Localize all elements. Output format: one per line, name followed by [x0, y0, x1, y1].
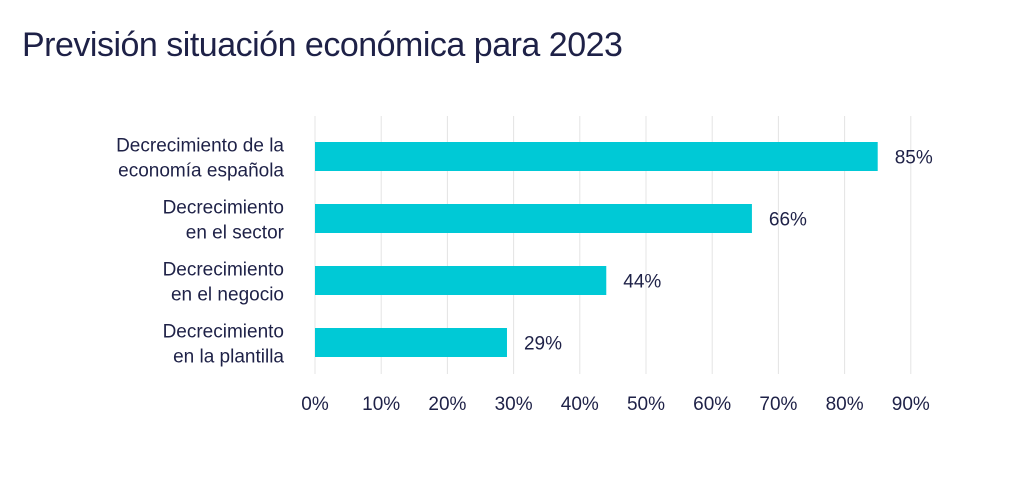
category-label: Decrecimiento en el negocio: [163, 260, 284, 306]
x-tick-label: 60%: [693, 394, 731, 415]
x-tick-label: 20%: [428, 394, 466, 415]
category-label-line: Decrecimiento de la: [116, 136, 284, 157]
category-label-line: Decrecimiento: [163, 322, 284, 343]
category-label: Decrecimiento en el sector: [163, 198, 285, 244]
category-label: Decrecimiento en la plantilla: [163, 322, 285, 368]
x-axis-ticks: 0% 10% 20% 30% 40% 50% 60% 70% 80% 90%: [301, 394, 930, 415]
value-labels: 85% 66% 44% 29%: [524, 148, 933, 355]
x-tick-label: 70%: [759, 394, 797, 415]
chart-title: Previsión situación económica para 2023: [22, 26, 623, 64]
value-label: 85%: [895, 148, 933, 169]
bar: [315, 328, 507, 357]
value-label: 66%: [769, 210, 807, 231]
x-tick-label: 10%: [362, 394, 400, 415]
category-label-line: en el sector: [186, 223, 285, 244]
x-tick-label: 30%: [495, 394, 533, 415]
bars: [315, 142, 878, 357]
category-label-line: Decrecimiento: [163, 260, 284, 281]
bar: [315, 142, 878, 171]
bar: [315, 266, 607, 295]
x-tick-label: 40%: [561, 394, 599, 415]
x-tick-label: 0%: [301, 394, 329, 415]
value-label: 29%: [524, 334, 562, 355]
category-label: Decrecimiento de la economía española: [116, 136, 284, 182]
x-tick-label: 80%: [826, 394, 864, 415]
x-tick-label: 90%: [892, 394, 930, 415]
category-label-line: en la plantilla: [173, 347, 284, 368]
category-label-line: economía española: [118, 161, 284, 182]
category-label-line: Decrecimiento: [163, 198, 284, 219]
value-label: 44%: [623, 272, 661, 293]
x-tick-label: 50%: [627, 394, 665, 415]
category-label-line: en el negocio: [171, 285, 284, 306]
bar: [315, 204, 752, 233]
